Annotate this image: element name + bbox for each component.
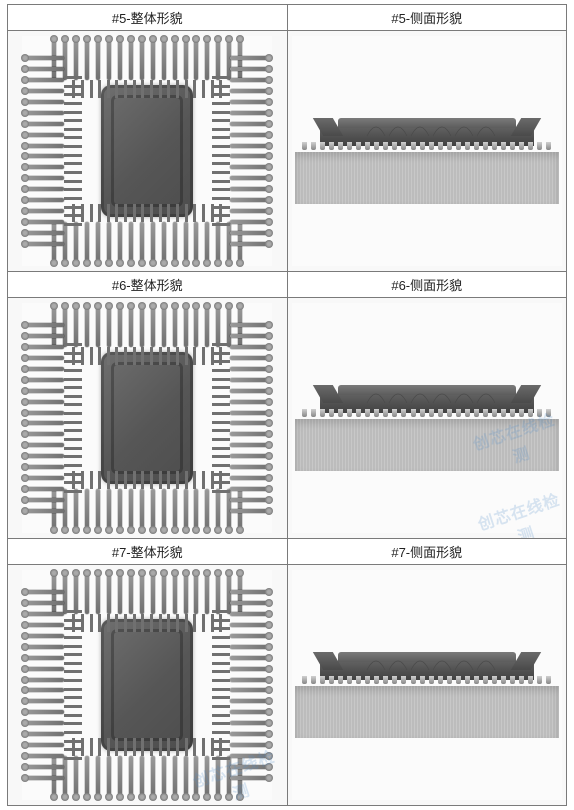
cell-5-overall [8,31,288,272]
header-5-overall: #5-整体形貌 [8,5,288,31]
inspection-table: #5-整体形貌 #5-侧面形貌 #6-整体形貌 #6-侧面形貌 创芯在线检测 创… [7,4,567,806]
cell-7-overall: 创芯在线检测 [8,565,288,806]
chip-top-xray [22,570,272,800]
header-7-side: #7-侧面形貌 [287,539,567,565]
chip-top-xray [22,303,272,533]
header-5-side: #5-侧面形貌 [287,5,567,31]
chip-side-view [292,36,562,266]
header-label: #6-整体形貌 [112,278,183,293]
header-label: #7-整体形貌 [112,545,183,560]
header-label: #5-整体形貌 [112,11,183,26]
header-6-overall: #6-整体形貌 [8,272,288,298]
header-7-overall: #7-整体形貌 [8,539,288,565]
chip-side-view [292,570,562,800]
cell-5-side [287,31,567,272]
cell-6-side: 创芯在线检测 创芯在线检测 [287,298,567,539]
header-label: #7-侧面形貌 [391,545,462,560]
cell-7-side [287,565,567,806]
header-label: #5-侧面形貌 [391,11,462,26]
header-6-side: #6-侧面形貌 [287,272,567,298]
chip-side-view [292,303,562,533]
chip-top-xray [22,36,272,266]
cell-6-overall [8,298,288,539]
header-label: #6-侧面形貌 [391,278,462,293]
